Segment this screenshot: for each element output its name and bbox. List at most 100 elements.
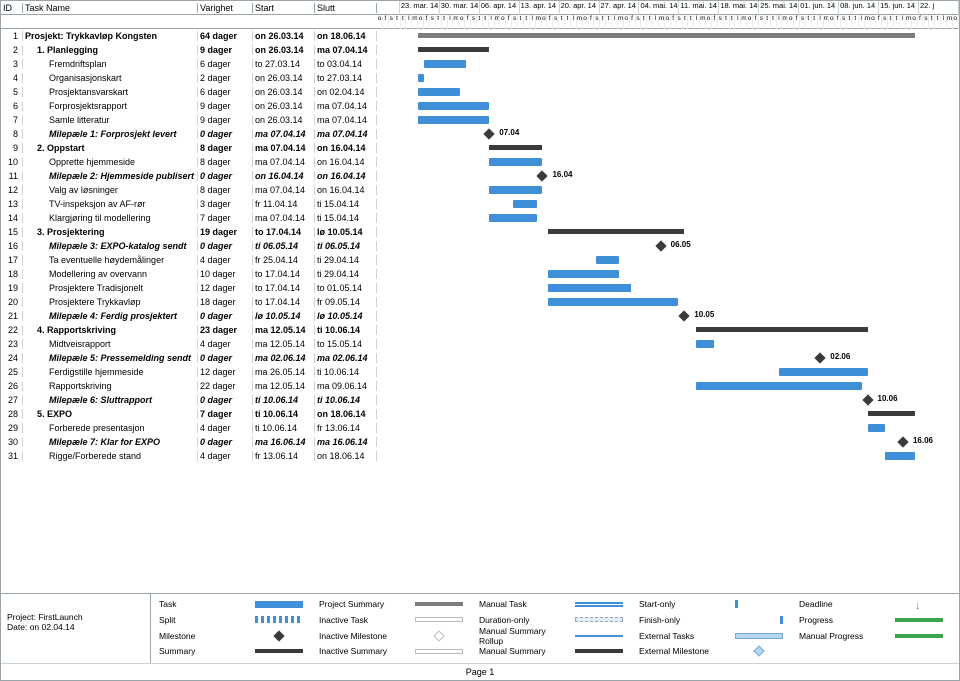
legend-label: Duration-only (479, 615, 569, 625)
task-bar (513, 200, 537, 208)
legend-label: Summary (159, 646, 249, 656)
legend-item: Finish-only (639, 614, 791, 626)
legend-swatch-icon (735, 633, 783, 639)
project-summary-bar (418, 33, 914, 38)
gantt-row (377, 197, 959, 211)
timeline-week: 08. jun. 14 (839, 1, 879, 15)
gantt-row: 07.04 (377, 127, 959, 141)
legend-item: Summary (159, 645, 311, 657)
timeline-week: 13. apr. 14 (520, 1, 560, 15)
legend-item: External Milestone (639, 645, 791, 657)
page-footer: Page 1 (1, 663, 959, 680)
legend-item: Start-only (639, 598, 791, 610)
timeline-week: 01. jun. 14 (799, 1, 839, 15)
milestone-icon (897, 436, 908, 447)
gantt-row (377, 183, 959, 197)
legend-item: Manual Task (479, 598, 631, 610)
col-header-end: Slutt (315, 3, 377, 13)
legend-label: Deadline (799, 599, 889, 609)
timeline-week: 25. mai. 14 (759, 1, 799, 15)
task-bar (548, 284, 631, 292)
legend-swatch-icon (415, 617, 463, 622)
task-bar (418, 88, 459, 96)
legend: Project: FirstLaunch Date: on 02.04.14 T… (1, 593, 959, 663)
gantt-row (377, 71, 959, 85)
task-bar (868, 424, 886, 432)
legend-label: External Tasks (639, 631, 729, 641)
task-bar (885, 452, 915, 460)
project-info: Project: FirstLaunch Date: on 02.04.14 (1, 594, 151, 663)
project-name: FirstLaunch (38, 612, 82, 622)
gantt-row (377, 337, 959, 351)
timeline-header: 23. mar. 1430. mar. 1406. apr. 1413. apr… (377, 1, 959, 29)
timeline-week: 27. apr. 14 (600, 1, 640, 15)
legend-swatch-icon (575, 635, 623, 637)
page: ID Task Name Varighet Start Slutt 23. ma… (0, 0, 960, 681)
timeline-week: 11. mai. 14 (679, 1, 719, 15)
summary-bar (548, 229, 684, 234)
legend-item: Split (159, 614, 311, 626)
legend-item: Deadline (799, 598, 951, 610)
timeline-week: 20. apr. 14 (560, 1, 600, 15)
milestone-label: 02.06 (830, 352, 850, 361)
legend-swatch-icon (255, 649, 303, 653)
task-bar (696, 340, 714, 348)
gantt-row: 16.04 (377, 169, 959, 183)
gantt-row (377, 57, 959, 71)
legend-label: Progress (799, 615, 889, 625)
gantt-row: 10.05 (377, 309, 959, 323)
legend-label: Project Summary (319, 599, 409, 609)
legend-swatch-icon (415, 649, 463, 654)
gantt-row (377, 155, 959, 169)
task-bar (418, 102, 489, 110)
gantt-chart: 07.04 16.04 06.05 10.05 02.06 10.06 16.06 (377, 29, 959, 463)
legend-swatch-icon (433, 630, 444, 641)
legend-item: Inactive Milestone (319, 630, 471, 642)
task-bar (418, 74, 424, 82)
summary-bar (418, 47, 489, 52)
legend-item: Project Summary (319, 598, 471, 610)
legend-item: Inactive Task (319, 614, 471, 626)
legend-label: Start-only (639, 599, 729, 609)
milestone-icon (484, 128, 495, 139)
task-bar (489, 186, 542, 194)
legend-item: Manual Summary (479, 645, 631, 657)
legend-swatch-icon (575, 617, 623, 622)
legend-label: Inactive Summary (319, 646, 409, 656)
gantt-row: 02.06 (377, 351, 959, 365)
legend-label: Inactive Milestone (319, 631, 409, 641)
legend-item: Milestone (159, 630, 311, 642)
col-header-start: Start (253, 3, 315, 13)
legend-swatch-icon (777, 616, 783, 624)
milestone-label: 16.04 (552, 170, 572, 179)
legend-label: Milestone (159, 631, 249, 641)
milestone-icon (679, 310, 690, 321)
legend-label: Inactive Task (319, 615, 409, 625)
timeline-week: 06. apr. 14 (480, 1, 520, 15)
legend-swatch-icon (575, 649, 623, 653)
legend-swatch-icon (415, 602, 463, 606)
milestone-label: 06.05 (671, 240, 691, 249)
gantt-row (377, 113, 959, 127)
timeline-week: 15. jun. 14 (879, 1, 919, 15)
gantt-row: 10.06 (377, 393, 959, 407)
legend-swatch-icon (575, 602, 623, 607)
timeline-week: 22. j (919, 1, 959, 15)
gantt-row (377, 267, 959, 281)
gantt-row (377, 323, 959, 337)
col-header-id: ID (1, 3, 23, 13)
legend-item: Inactive Summary (319, 645, 471, 657)
legend-label: Finish-only (639, 615, 729, 625)
gantt-row: 16.06 (377, 435, 959, 449)
legend-label: Manual Summary (479, 646, 569, 656)
legend-swatch-icon (753, 646, 764, 657)
gantt-row (377, 85, 959, 99)
legend-swatch-icon (273, 630, 284, 641)
task-bar (418, 116, 489, 124)
gantt-row (377, 253, 959, 267)
gantt-row (377, 29, 959, 43)
timeline-week: 18. mai. 14 (719, 1, 759, 15)
task-bar (424, 60, 465, 68)
task-bar (489, 158, 542, 166)
task-bar (548, 298, 678, 306)
